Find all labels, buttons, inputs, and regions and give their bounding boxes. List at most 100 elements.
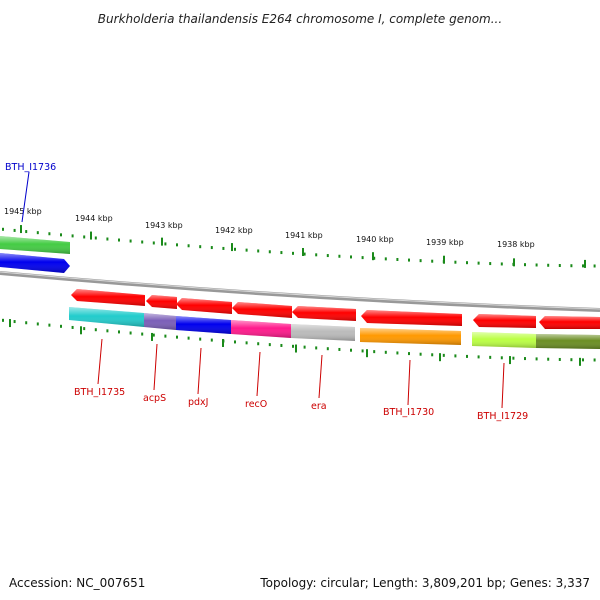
tick-dot	[512, 356, 515, 360]
tick-dot	[257, 249, 260, 253]
tick-dot	[431, 353, 434, 357]
major-tick	[366, 349, 368, 358]
gene-label-bth-i1736[interactable]: BTH_I1736	[5, 162, 56, 173]
tick-dot	[118, 238, 120, 242]
tick-dot	[292, 251, 294, 255]
tick-dot	[570, 358, 573, 362]
gene-label-pdxj[interactable]: pdxJ	[188, 397, 208, 408]
major-tick	[372, 252, 374, 261]
tick-label: 1941 kbp	[285, 231, 323, 240]
tick-dot	[408, 258, 410, 262]
gene-arrow-gloss	[292, 306, 356, 321]
tick-dot	[535, 357, 538, 361]
tick-label: 1938 kbp	[497, 240, 535, 249]
tick-dot	[2, 227, 4, 231]
major-tick	[443, 255, 445, 264]
tick-dot	[210, 338, 213, 342]
tick-dot	[13, 228, 16, 232]
label-leader-line	[21, 171, 30, 223]
label-leader-line	[318, 354, 323, 399]
tick-dot	[454, 354, 457, 358]
tick-dot	[338, 254, 341, 258]
tick-dot	[315, 346, 318, 350]
label-leader-line	[256, 351, 261, 397]
tick-dot	[500, 262, 503, 266]
tick-dot	[176, 335, 178, 339]
tick-dot	[176, 243, 178, 247]
tick-dot	[558, 264, 561, 268]
tick-dot	[593, 264, 596, 268]
tick-dot	[373, 350, 376, 354]
cog-bar-gloss	[291, 324, 355, 341]
gene-label-group-bottom: BTH_I1735 acpS pdxJ recO era BTH_I1730 B…	[74, 338, 528, 422]
tick-dot	[593, 358, 596, 362]
tick-dot	[94, 328, 97, 332]
gene-label-acps[interactable]: acpS	[143, 393, 166, 404]
gene-label-era[interactable]: era	[311, 401, 327, 412]
tick-dot	[292, 344, 294, 348]
cog-bar-gloss	[472, 332, 536, 348]
tick-dot	[326, 254, 329, 258]
tick-dot	[524, 357, 526, 361]
tick-dot	[384, 257, 387, 261]
tick-dot	[268, 343, 271, 347]
tick-dot	[164, 242, 167, 246]
forward-strand-features	[0, 236, 70, 273]
tick-dot	[234, 340, 236, 344]
tick-dot	[535, 263, 538, 267]
tick-dot	[489, 355, 492, 359]
tick-dot	[106, 329, 109, 333]
major-tick	[20, 225, 22, 234]
label-leader-line	[97, 338, 103, 385]
gene-label-reco[interactable]: recO	[245, 399, 267, 410]
tick-dot	[83, 235, 86, 239]
tick-dot	[396, 351, 399, 355]
tick-dot	[280, 343, 283, 347]
tick-dot	[466, 354, 468, 358]
major-tick	[579, 357, 581, 366]
tick-dot	[187, 244, 190, 248]
tick-dot	[25, 230, 28, 234]
tick-dot	[268, 250, 271, 254]
gene-label-bth-i1735[interactable]: BTH_I1735	[74, 387, 125, 398]
tick-dot	[48, 232, 51, 236]
tick-dot	[245, 341, 248, 345]
tick-dot	[234, 247, 236, 251]
tick-dot	[350, 255, 352, 259]
tick-dot	[408, 352, 410, 356]
tick-dot	[187, 336, 190, 340]
label-leader-line	[153, 343, 158, 391]
tick-dot	[36, 231, 39, 235]
major-tick	[302, 247, 304, 256]
gene-arrow-gloss	[361, 310, 462, 326]
chromosome-backbone	[0, 271, 600, 312]
gene-label-bth-i1730[interactable]: BTH_I1730	[383, 407, 434, 418]
tick-dot	[500, 356, 503, 360]
gene-arrow-gloss	[232, 302, 292, 318]
gene-arrow-gloss	[71, 289, 145, 306]
gene-arrow-gloss	[473, 314, 536, 328]
major-tick	[295, 344, 297, 353]
major-tick	[513, 258, 515, 267]
label-leader-line	[197, 347, 202, 395]
major-tick	[584, 259, 586, 268]
tick-dot	[558, 357, 561, 361]
tick-label: 1944 kbp	[75, 214, 113, 223]
major-tick	[80, 326, 82, 335]
gene-arrow-gloss	[539, 316, 600, 329]
tick-dot	[303, 345, 306, 349]
tick-dot	[210, 246, 213, 250]
label-leader-line	[407, 359, 411, 406]
tick-dot	[2, 318, 4, 322]
tick-dot	[257, 342, 260, 346]
gene-label-bth-i1729[interactable]: BTH_I1729	[477, 411, 528, 422]
major-tick	[9, 319, 11, 328]
tick-dot	[60, 324, 62, 328]
tick-dot	[222, 246, 225, 250]
tick-dot	[419, 259, 422, 263]
label-leader-line	[501, 362, 505, 409]
cog-bar-gloss	[231, 320, 291, 338]
tick-dot	[141, 240, 144, 244]
tick-dot	[118, 330, 120, 334]
